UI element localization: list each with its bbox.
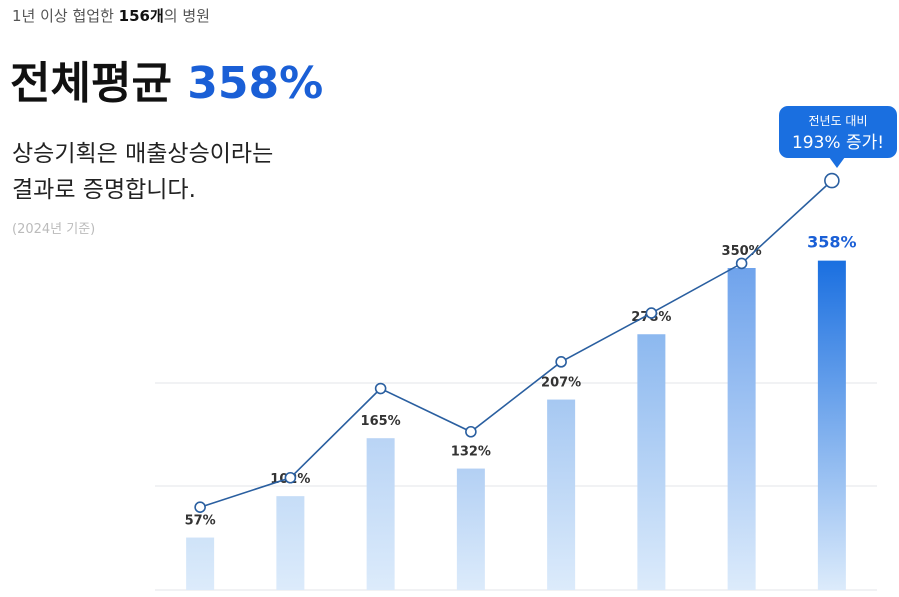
eyebrow-text: 의 병원 — [164, 7, 210, 25]
bar — [727, 268, 756, 590]
point — [645, 307, 658, 319]
chart-title: 전체평균 358% — [10, 58, 323, 109]
eyebrow-count: 156개 — [119, 7, 164, 25]
callout-text: 전년도 대비 — [808, 114, 867, 128]
point — [555, 356, 567, 368]
point — [284, 471, 297, 484]
value-label: 57% — [185, 514, 216, 529]
title-value: 358% — [187, 58, 323, 109]
point — [374, 382, 387, 395]
point — [735, 257, 748, 270]
bar — [547, 399, 576, 590]
eyebrow-text: 1년 이상 협업한 — [12, 7, 119, 25]
callout-box — [779, 106, 897, 158]
callout-pointer — [829, 157, 845, 168]
callout-value: 193% 증가! — [792, 133, 884, 153]
eyebrow: 1년 이상 협업한 156개의 병원 — [12, 7, 210, 25]
title-text: 전체평균 — [10, 58, 187, 109]
subtitle: 결과로 증명합니다. — [12, 177, 196, 203]
callout: 전년도 대비 193% 증가! — [779, 106, 897, 168]
subtitle: 상승기획은 매출상승이라는 — [12, 141, 273, 167]
value-label: 132% — [451, 445, 491, 460]
point — [194, 501, 206, 514]
bar — [366, 438, 395, 590]
bar — [456, 468, 485, 590]
value-label: 165% — [361, 414, 401, 429]
bar — [637, 334, 666, 590]
value-label: 207% — [541, 376, 581, 391]
bar — [817, 260, 846, 590]
bar — [276, 496, 305, 590]
point — [465, 425, 477, 438]
bar — [186, 537, 215, 590]
line — [199, 180, 833, 508]
point — [824, 172, 840, 189]
note: (2024년 기준) — [12, 222, 95, 237]
value-label: 358% — [807, 233, 856, 252]
